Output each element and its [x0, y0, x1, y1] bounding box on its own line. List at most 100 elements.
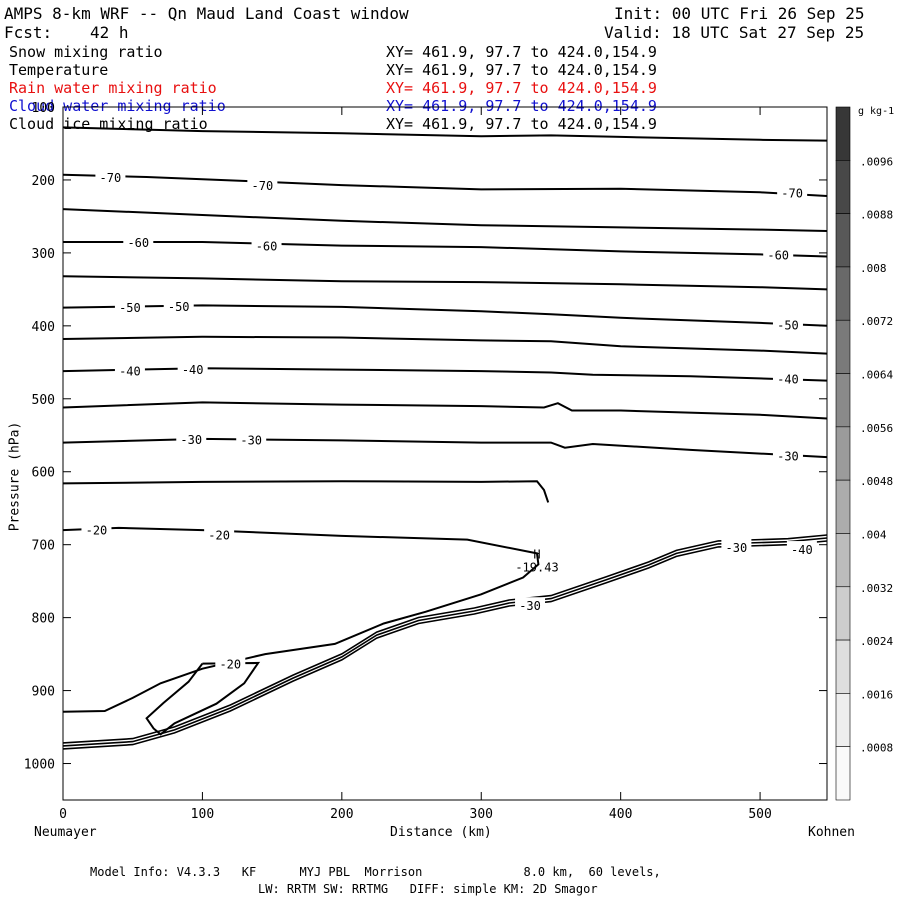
temperature-contour	[62, 275, 828, 291]
left-station-label: Neumayer	[34, 825, 97, 840]
contour-label: -50	[168, 300, 190, 314]
colorbar-label: .0048	[860, 475, 893, 488]
colorbar-label: .0016	[860, 688, 893, 701]
contour-label: -40	[119, 364, 141, 378]
colorbar-cell	[835, 160, 851, 214]
x-tick-label: 200	[330, 807, 353, 822]
contour-label-bg	[163, 298, 194, 314]
contour-label: -60	[767, 248, 789, 262]
legend-name: Temperature	[9, 61, 109, 79]
contour-label-bg	[123, 233, 154, 249]
legend-xy: XY= 461.9, 97.7 to 424.0,154.9	[386, 43, 657, 61]
y-tick-label: 400	[32, 320, 55, 335]
legend-xy: XY= 461.9, 97.7 to 424.0,154.9	[386, 97, 657, 115]
contour-label: -50	[119, 301, 141, 315]
y-tick-label: 300	[32, 247, 55, 262]
chart-title: AMPS 8-km WRF -- Qn Maud Land Coast wind…	[4, 4, 409, 23]
contour-label-bg	[177, 360, 208, 376]
contour-label: -50	[777, 318, 799, 332]
colorbar-cell	[835, 479, 851, 534]
temperature-contour	[62, 480, 550, 503]
x-axis-label: Distance (km)	[390, 825, 492, 840]
contour-label-bg	[515, 597, 546, 613]
contour-label-bg	[772, 447, 803, 463]
contour-label-bg	[81, 521, 112, 537]
colorbar-label: .0096	[860, 155, 893, 168]
contour-label-bg	[236, 431, 267, 447]
contour-label: -30	[240, 434, 262, 448]
contour-label: -30	[777, 450, 799, 464]
contour-label-bg	[247, 177, 278, 193]
y-tick-label: 1000	[24, 758, 55, 773]
contour-label-bg	[786, 541, 817, 557]
legend-name: Snow mixing ratio	[9, 43, 163, 61]
colorbar-label: .0056	[860, 422, 893, 435]
colorbar-label: .0064	[860, 369, 893, 382]
contour-label-bg	[95, 169, 126, 185]
y-tick-label: 500	[32, 393, 55, 408]
x-tick-label: 0	[59, 807, 67, 822]
y-tick-label: 600	[32, 466, 55, 481]
temperature-contour	[62, 367, 828, 382]
forecast-hours: 42 h	[90, 23, 129, 42]
colorbar-cell	[835, 639, 851, 694]
contour-label-bg	[215, 655, 246, 671]
colorbar-label: .008	[860, 262, 887, 275]
colorbar-cell	[835, 266, 851, 321]
colorbar-cell	[835, 319, 851, 374]
contour-label-bg	[772, 316, 803, 332]
extremum-value: -19.43	[515, 561, 558, 575]
colorbar-label: .004	[860, 528, 887, 541]
contour-label: -40	[777, 372, 799, 386]
right-station-label: Kohnen	[808, 825, 855, 840]
temperature-contour	[62, 526, 540, 713]
contour-label-bg	[251, 237, 282, 253]
contour-label: -70	[100, 171, 122, 185]
contour-label: -20	[219, 658, 241, 672]
x-tick-label: 300	[470, 807, 493, 822]
terrain-boundary	[62, 540, 828, 750]
contour-label: -40	[182, 363, 204, 377]
temperature-contour	[63, 241, 828, 258]
temperature-contour	[62, 401, 828, 420]
temperature-contour	[62, 126, 828, 142]
contour-label-bg	[777, 184, 808, 200]
colorbar-label: .0008	[860, 742, 893, 755]
contour-label: -20	[86, 523, 108, 537]
contour-label-bg	[772, 370, 803, 386]
temperature-contour	[62, 335, 828, 355]
y-tick-label: 800	[32, 612, 55, 627]
contour-label-bg	[204, 526, 235, 542]
x-tick-label: 400	[609, 807, 632, 822]
contour-label-bg	[721, 538, 752, 554]
y-tick-label: 700	[32, 539, 55, 554]
contour-label: -60	[127, 236, 149, 250]
colorbar-cell	[835, 746, 851, 801]
valid-time: Valid: 18 UTC Sat 27 Sep 25	[604, 23, 865, 42]
contour-label: -30	[726, 541, 748, 555]
colorbar-label: .0072	[860, 315, 893, 328]
legend-name: Cloud water mixing ratio	[9, 97, 226, 115]
plot-frame	[62, 106, 828, 801]
colorbar-cell	[835, 213, 851, 268]
y-tick-label: 900	[32, 685, 55, 700]
terrain-boundary	[62, 537, 828, 747]
x-tick-label: 100	[191, 807, 214, 822]
contour-label-bg	[176, 430, 207, 446]
contour-label-bg	[114, 362, 145, 378]
temperature-contour	[62, 304, 828, 327]
model-physics: LW: RRTM SW: RRTMG DIFF: simple KM: 2D S…	[258, 882, 598, 896]
contour-label: -30	[180, 433, 202, 447]
contour-label-bg	[763, 246, 794, 262]
legend-xy: XY= 461.9, 97.7 to 424.0,154.9	[386, 115, 657, 133]
colorbar-label: .0088	[860, 209, 893, 222]
terrain-boundary	[62, 534, 828, 744]
colorbar-label: .0024	[860, 635, 893, 648]
forecast-label: Fcst:	[4, 23, 53, 42]
contour-label: -60	[256, 240, 278, 254]
legend-xy: XY= 461.9, 97.7 to 424.0,154.9	[386, 61, 657, 79]
contour-label: -70	[781, 186, 803, 200]
init-time: Init: 00 UTC Fri 26 Sep 25	[614, 4, 865, 23]
high-marker: H	[533, 547, 540, 561]
colorbar-cell	[835, 693, 851, 747]
